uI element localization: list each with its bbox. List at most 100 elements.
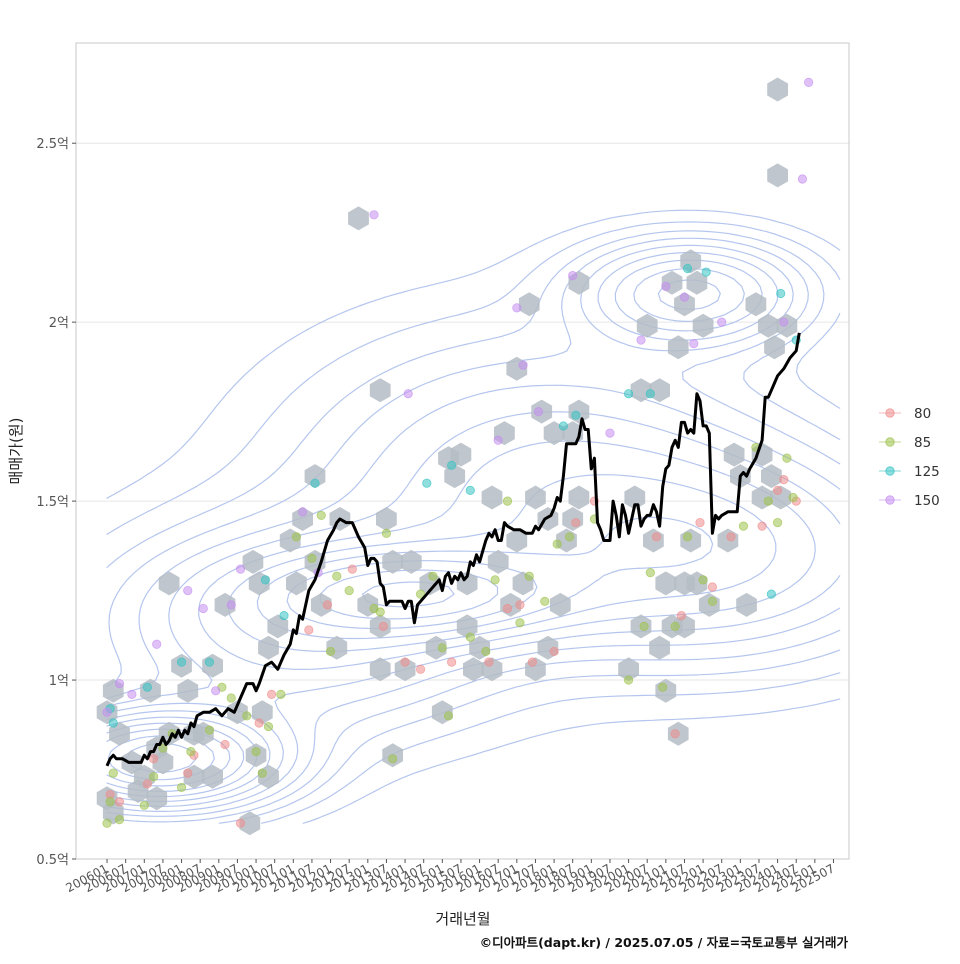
- hexbin-cell: [723, 442, 745, 467]
- legend-label: 80: [914, 406, 931, 422]
- scatter-point-150: [779, 317, 789, 327]
- scatter-point-85: [738, 521, 749, 531]
- x-axis-title: 거래년월: [435, 910, 490, 928]
- scatter-point-85: [388, 754, 398, 764]
- scatter-point-80: [254, 718, 264, 728]
- y-tick-label: 2억: [49, 316, 69, 331]
- scatter-point-85: [204, 725, 215, 735]
- hexbin-cell: [394, 657, 416, 682]
- hexbin-cell: [239, 811, 261, 836]
- scatter-point-85: [788, 492, 798, 503]
- scatter-point-85: [186, 747, 196, 757]
- scatter-point-125: [776, 288, 786, 299]
- hexbin-cell: [568, 485, 590, 510]
- hexbin-cell: [568, 399, 590, 424]
- scatter-point-85: [415, 589, 426, 599]
- hexbin-cell: [562, 507, 584, 531]
- scatter-point-85: [707, 596, 718, 606]
- scatter-point-125: [279, 611, 289, 621]
- hexbin-cell: [450, 442, 472, 467]
- scatter-point-150: [797, 174, 808, 184]
- scatter-point-80: [378, 621, 388, 631]
- scatter-point-85: [291, 532, 302, 542]
- scatter-point-85: [763, 496, 773, 506]
- hexbin-cell: [304, 464, 326, 489]
- legend-key-point: [885, 495, 895, 505]
- hexbin-cell: [761, 464, 782, 489]
- hexbin-cell: [369, 657, 391, 682]
- scatter-point-125: [204, 657, 215, 667]
- legend-label: 125: [914, 464, 940, 480]
- scatter-point-80: [502, 603, 513, 614]
- hexbin-cell: [425, 635, 447, 660]
- scatter-point-85: [772, 517, 783, 528]
- scatter-point-85: [515, 618, 525, 628]
- hexbin-cell: [636, 313, 658, 338]
- scatter-point-85: [465, 632, 475, 642]
- scatter-point-85: [682, 532, 693, 542]
- scatter-point-85: [325, 646, 336, 657]
- scatter-point-80: [515, 600, 525, 610]
- scatter-point-125: [108, 718, 118, 728]
- scatter-point-80: [726, 532, 736, 542]
- hexbin-cell: [667, 335, 689, 360]
- scatter-point-85: [698, 575, 708, 585]
- legend-label: 150: [914, 493, 940, 509]
- scatter-point-80: [549, 646, 559, 657]
- scatter-point-80: [220, 739, 230, 750]
- scatter-point-80: [347, 564, 357, 574]
- panel-border: [75, 42, 850, 860]
- hexbin-cell: [369, 378, 391, 403]
- hexbin-cell: [456, 614, 478, 639]
- hexbin-cell: [202, 653, 223, 678]
- scatter-point-125: [176, 657, 187, 667]
- hexbin-cell: [692, 313, 714, 338]
- scatter-point-150: [679, 292, 690, 302]
- density-contour: [106, 230, 841, 824]
- hexbin-cell: [767, 77, 788, 102]
- scatter-point-150: [518, 360, 528, 370]
- hexbin-cell: [624, 485, 646, 510]
- scatter-point-125: [645, 389, 655, 399]
- hexbin-cell: [643, 528, 664, 553]
- scatter-point-80: [322, 600, 333, 610]
- scatter-point-80: [400, 657, 410, 667]
- scatter-point-80: [183, 768, 193, 778]
- hexbin-cell: [717, 528, 739, 553]
- scatter-point-85: [242, 711, 252, 721]
- scatter-point-150: [235, 564, 246, 574]
- hexbin-cell: [258, 635, 279, 660]
- scatter-point-150: [211, 686, 221, 696]
- scatter-point-150: [717, 317, 727, 327]
- hexbin-cell: [655, 678, 677, 703]
- scatter-point-85: [257, 768, 267, 778]
- scatter-point-80: [484, 657, 494, 667]
- scatter-point-85: [552, 539, 562, 549]
- hexbin-cell: [481, 485, 503, 510]
- scatter-point-125: [260, 575, 270, 585]
- hexbin-cell: [202, 764, 223, 789]
- scatter-point-85: [428, 571, 438, 581]
- scatter-point-85: [316, 510, 326, 521]
- hexbin-cell: [400, 549, 422, 574]
- scatter-point-80: [415, 664, 426, 674]
- scatter-point-85: [540, 596, 550, 606]
- hexbin-cell: [152, 750, 174, 775]
- hexbin-layer: [96, 77, 798, 836]
- hexbin-cell: [310, 592, 332, 617]
- y-tick-label: 0.5억: [36, 853, 69, 868]
- scatter-point-85: [658, 682, 668, 692]
- scatter-point-85: [251, 747, 261, 757]
- scatter-point-85: [114, 815, 125, 825]
- scatter-point-150: [152, 639, 162, 649]
- scatter-point-85: [226, 693, 236, 703]
- hexbin-cell: [251, 700, 273, 725]
- x-axis: 2006012006072007012007072008012008072009…: [63, 859, 837, 895]
- scatter-point-150: [403, 389, 413, 399]
- scatter-point-125: [422, 478, 432, 488]
- hexbin-cell: [767, 163, 788, 188]
- scatter-point-85: [502, 496, 513, 506]
- scatter-point-150: [533, 407, 544, 417]
- hexbin-cell: [630, 378, 652, 403]
- source-caption: ©디아파트(dapt.kr) / 2025.07.05 / 자료=국토교통부 실…: [480, 935, 849, 950]
